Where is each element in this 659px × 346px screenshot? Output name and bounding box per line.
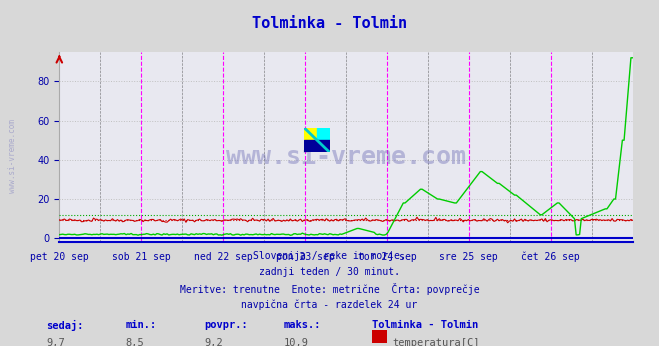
Text: 8,5: 8,5: [125, 338, 144, 346]
Text: Meritve: trenutne  Enote: metrične  Črta: povprečje: Meritve: trenutne Enote: metrične Črta: …: [180, 283, 479, 295]
Text: www.si-vreme.com: www.si-vreme.com: [8, 119, 17, 193]
Text: min.:: min.:: [125, 320, 156, 330]
Text: temperatura[C]: temperatura[C]: [392, 338, 480, 346]
Text: www.si-vreme.com: www.si-vreme.com: [226, 145, 466, 169]
Text: 9,7: 9,7: [46, 338, 65, 346]
Polygon shape: [304, 140, 330, 152]
Text: povpr.:: povpr.:: [204, 320, 248, 330]
Text: 9,2: 9,2: [204, 338, 223, 346]
Bar: [317, 128, 330, 140]
Text: navpična črta - razdelek 24 ur: navpična črta - razdelek 24 ur: [241, 300, 418, 310]
Text: sedaj:: sedaj:: [46, 320, 84, 331]
Text: 10,9: 10,9: [283, 338, 308, 346]
Bar: [304, 128, 317, 140]
Text: zadnji teden / 30 minut.: zadnji teden / 30 minut.: [259, 267, 400, 277]
Text: Tolminka - Tolmin: Tolminka - Tolmin: [252, 16, 407, 30]
Text: Slovenija / reke in morje.: Slovenija / reke in morje.: [253, 251, 406, 261]
Text: maks.:: maks.:: [283, 320, 321, 330]
Text: Tolminka - Tolmin: Tolminka - Tolmin: [372, 320, 478, 330]
